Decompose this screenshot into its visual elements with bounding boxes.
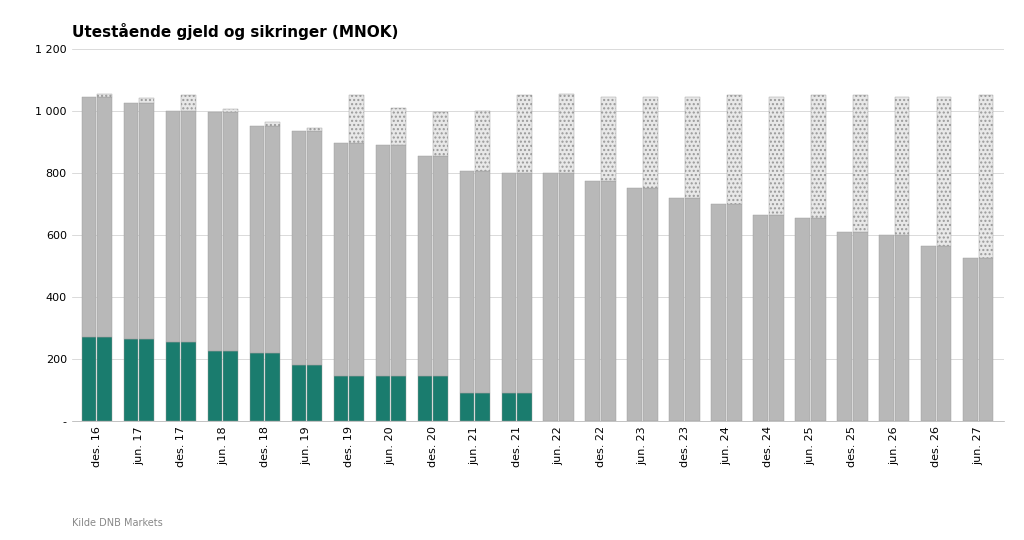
Bar (643, 97, 657, 188)
Bar (181, 95, 196, 111)
Bar (265, 353, 280, 421)
Bar (979, 95, 993, 258)
Bar (769, 215, 783, 421)
Bar (208, 352, 222, 421)
Bar (475, 111, 489, 171)
Bar (391, 376, 406, 421)
Bar (349, 143, 364, 376)
Bar (82, 338, 96, 421)
Bar (712, 204, 726, 421)
Bar (643, 188, 657, 421)
Bar (586, 180, 600, 421)
Bar (391, 107, 406, 145)
Bar (685, 97, 699, 198)
Bar (208, 112, 222, 352)
Bar (964, 258, 978, 421)
Bar (139, 103, 154, 339)
Bar (181, 342, 196, 421)
Bar (223, 112, 238, 352)
Bar (334, 143, 348, 376)
Bar (922, 246, 936, 421)
Bar (769, 97, 783, 215)
Bar (796, 218, 810, 421)
Bar (544, 173, 558, 421)
Bar (727, 95, 741, 204)
Bar (628, 188, 642, 421)
Text: Utestående gjeld og sikringer (MNOK): Utestående gjeld og sikringer (MNOK) (72, 23, 398, 40)
Bar (601, 180, 615, 421)
Bar (937, 246, 951, 421)
Bar (250, 353, 264, 421)
Bar (475, 393, 489, 421)
Bar (880, 235, 894, 421)
Bar (97, 338, 112, 421)
Bar (979, 258, 993, 421)
Bar (166, 342, 180, 421)
Bar (517, 95, 531, 173)
Bar (265, 126, 280, 353)
Bar (349, 95, 364, 143)
Bar (460, 393, 474, 421)
Bar (433, 156, 447, 376)
Bar (97, 93, 112, 97)
Bar (292, 365, 306, 421)
Bar (292, 131, 306, 365)
Bar (82, 97, 96, 338)
Bar (727, 204, 741, 421)
Bar (334, 376, 348, 421)
Bar (937, 97, 951, 246)
Bar (97, 97, 112, 338)
Bar (685, 198, 699, 421)
Legend: Fast, FRN, Refi: Fast, FRN, Refi (440, 539, 635, 540)
Bar (181, 111, 196, 342)
Bar (517, 393, 531, 421)
Bar (517, 173, 531, 393)
Bar (307, 128, 322, 131)
Bar (223, 352, 238, 421)
Bar (670, 198, 684, 421)
Bar (433, 112, 447, 156)
Bar (391, 145, 406, 376)
Bar (223, 109, 238, 112)
Bar (418, 156, 432, 376)
Bar (124, 339, 138, 421)
Bar (502, 173, 516, 393)
Bar (853, 95, 867, 232)
Bar (475, 171, 489, 393)
Bar (376, 145, 390, 376)
Bar (895, 97, 909, 235)
Bar (559, 173, 573, 421)
Bar (838, 232, 852, 421)
Bar (250, 126, 264, 353)
Bar (418, 376, 432, 421)
Bar (601, 97, 615, 180)
Bar (811, 95, 825, 218)
Bar (559, 93, 573, 173)
Bar (433, 376, 447, 421)
Bar (895, 235, 909, 421)
Bar (139, 339, 154, 421)
Bar (502, 393, 516, 421)
Bar (811, 218, 825, 421)
Bar (349, 376, 364, 421)
Text: Kilde DNB Markets: Kilde DNB Markets (72, 518, 163, 529)
Bar (124, 103, 138, 339)
Bar (307, 365, 322, 421)
Bar (376, 376, 390, 421)
Bar (460, 171, 474, 393)
Bar (139, 98, 154, 103)
Bar (166, 111, 180, 342)
Bar (853, 232, 867, 421)
Bar (307, 131, 322, 365)
Bar (265, 122, 280, 126)
Bar (754, 215, 768, 421)
